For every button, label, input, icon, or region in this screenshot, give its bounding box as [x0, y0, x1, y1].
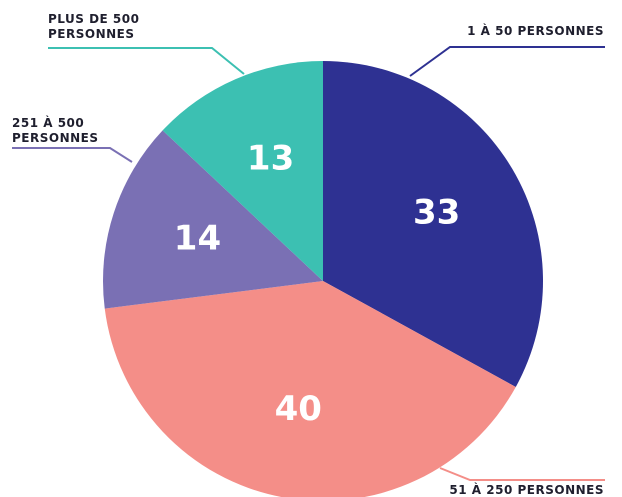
- slice: [162, 61, 323, 281]
- slice: [323, 61, 544, 387]
- slice-label: 251 À 500 PERSONNES: [12, 116, 99, 145]
- value-label: 33: [413, 192, 460, 232]
- slice: [104, 281, 516, 497]
- leader-line: [409, 46, 605, 77]
- slice-label: PLUS DE 500 PERSONNES: [48, 12, 140, 41]
- leader-line: [12, 147, 133, 163]
- value-label: 13: [247, 138, 294, 178]
- value-label: 40: [275, 389, 322, 429]
- value-label: 14: [174, 219, 221, 259]
- slice-label: 51 À 250 PERSONNES: [449, 483, 604, 497]
- leader-line: [439, 467, 605, 481]
- slice-label: 1 À 50 PERSONNES: [467, 24, 604, 38]
- leader-line: [48, 47, 245, 75]
- slice: [103, 130, 324, 309]
